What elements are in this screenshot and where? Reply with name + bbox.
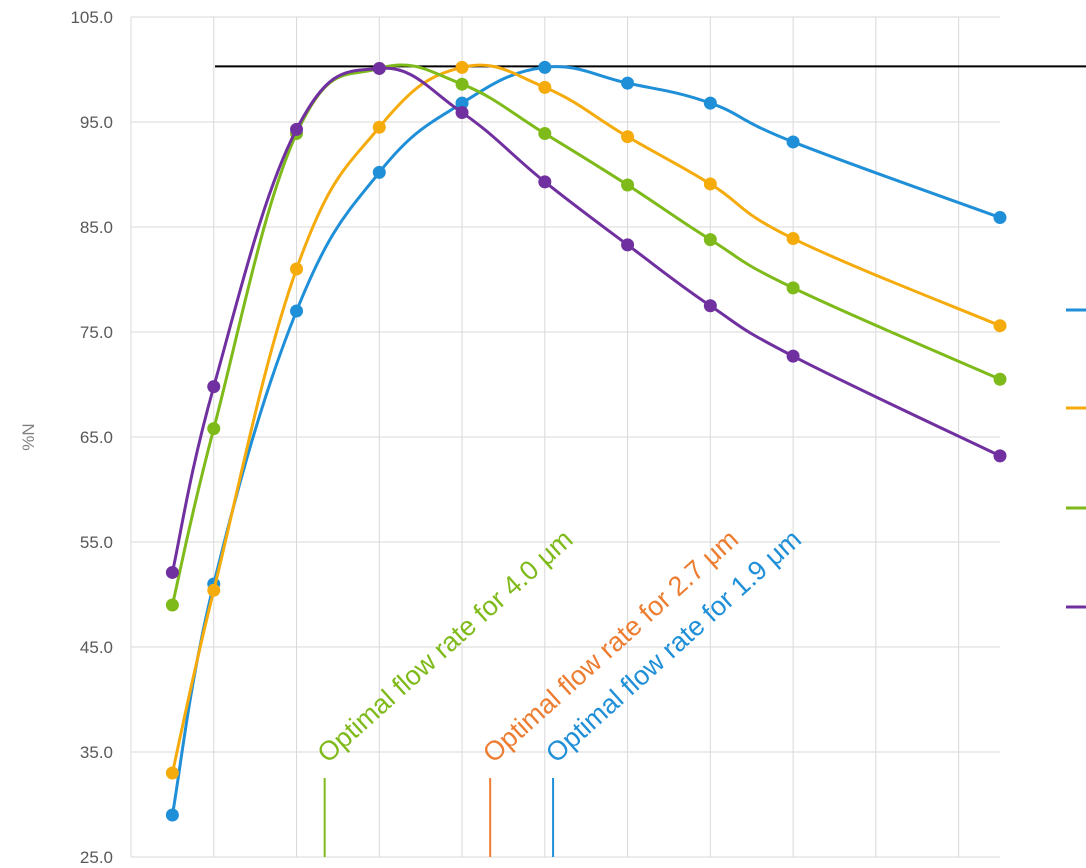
y-tick-label: 35.0: [80, 743, 113, 762]
data-point: [538, 127, 552, 141]
series-3: [165, 61, 1007, 579]
data-point: [290, 122, 304, 136]
data-point: [290, 304, 304, 318]
data-point: [165, 565, 179, 579]
data-point: [538, 80, 552, 94]
data-point: [538, 60, 552, 74]
data-point: [165, 766, 179, 780]
data-point: [455, 60, 469, 74]
data-point: [455, 96, 469, 110]
data-point: [372, 61, 386, 75]
data-point: [786, 232, 800, 246]
y-tick-label: 85.0: [80, 218, 113, 237]
y-tick-label: 55.0: [80, 533, 113, 552]
data-point: [786, 281, 800, 295]
data-point: [703, 96, 717, 110]
data-point: [703, 299, 717, 313]
y-axis-label: %N: [19, 423, 38, 450]
data-point: [372, 120, 386, 134]
data-point: [993, 319, 1007, 333]
data-point: [621, 238, 635, 252]
series-line: [170, 63, 1002, 607]
annotation-label: Optimal flow rate for 1.9 μm: [540, 524, 807, 769]
y-tick-label: 105.0: [70, 8, 113, 27]
data-point: [703, 177, 717, 191]
data-point: [786, 349, 800, 363]
y-tick-label: 25.0: [80, 848, 113, 867]
data-point: [207, 583, 221, 597]
y-axis-ticks: 25.0 35.0 45.0 55.0 65.0 75.0 85.0 95.0 105.0: [70, 8, 113, 867]
y-tick-label: 45.0: [80, 638, 113, 657]
data-point: [703, 233, 717, 247]
series-1: [165, 60, 1007, 780]
data-point: [993, 449, 1007, 463]
data-point: [538, 175, 552, 189]
data-point: [455, 106, 469, 120]
data-point: [165, 598, 179, 612]
data-point: [621, 76, 635, 90]
annotation-label: Optimal flow rate for 4.0 μm: [312, 524, 579, 769]
series-2: [165, 61, 1007, 612]
data-point: [372, 165, 386, 179]
data-point: [207, 380, 221, 394]
data-point: [993, 372, 1007, 386]
data-point: [621, 130, 635, 144]
series-line: [170, 66, 1002, 574]
y-tick-label: 75.0: [80, 323, 113, 342]
data-point: [621, 178, 635, 192]
data-point: [786, 135, 800, 149]
y-tick-label: 65.0: [80, 428, 113, 447]
series-lines: [165, 60, 1007, 822]
data-point: [207, 422, 221, 436]
legend: [1066, 308, 1086, 609]
y-tick-label: 95.0: [80, 113, 113, 132]
data-point: [993, 211, 1007, 225]
data-point: [455, 77, 469, 91]
data-point: [165, 808, 179, 822]
data-point: [290, 262, 304, 276]
